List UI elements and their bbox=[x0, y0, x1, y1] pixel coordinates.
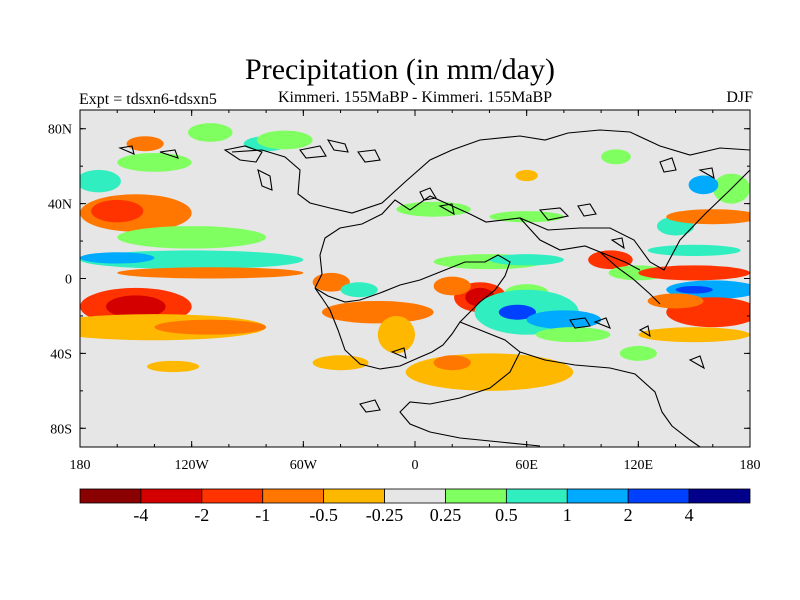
contour-patch bbox=[619, 345, 657, 361]
x-tick-label: 60W bbox=[290, 458, 318, 473]
contour-patch bbox=[340, 282, 378, 298]
contour-patch bbox=[647, 293, 704, 309]
colorbar-swatch bbox=[140, 488, 203, 504]
contour-patch bbox=[405, 353, 574, 391]
colorbar-swatch bbox=[384, 488, 446, 504]
x-tick-label: 180 bbox=[70, 458, 91, 473]
colorbar-label: 0.5 bbox=[495, 505, 518, 525]
colorbar: -4 -2 -1 -0.5 -0.25 0.25 0.5 1 2 4 bbox=[79, 488, 751, 525]
x-tick-label: 60E bbox=[515, 458, 538, 473]
y-tick-label: 80N bbox=[48, 123, 72, 138]
x-tick-label: 120W bbox=[175, 458, 210, 473]
colorbar-label: 1 bbox=[563, 505, 572, 525]
season-label: DJF bbox=[726, 89, 753, 106]
comparison-label: Kimmeri. 155MaBP - Kimmeri. 155MaBP bbox=[277, 89, 553, 106]
contour-patch bbox=[256, 130, 313, 150]
colorbar-label: 0.25 bbox=[430, 505, 462, 525]
y-tick-label: 40S bbox=[50, 347, 72, 362]
contour-patch bbox=[147, 360, 200, 373]
y-tick-label: 40N bbox=[48, 198, 72, 213]
colorbar-swatch bbox=[505, 488, 568, 504]
contour-patch bbox=[377, 315, 415, 354]
contour-patch bbox=[601, 149, 631, 165]
contour-patch bbox=[117, 226, 267, 249]
contour-patch bbox=[187, 123, 233, 142]
contour-patch bbox=[498, 304, 536, 320]
colorbar-label: -4 bbox=[133, 505, 148, 525]
contour-patch bbox=[80, 252, 155, 264]
colorbar-swatch bbox=[688, 488, 751, 504]
colorbar-label: 4 bbox=[685, 505, 694, 525]
contour-patch bbox=[638, 327, 750, 343]
contour-patch bbox=[647, 244, 741, 257]
chart-title: Precipitation (in mm/day) bbox=[245, 53, 555, 86]
contour-patch bbox=[433, 276, 471, 296]
contour-patch bbox=[154, 319, 267, 335]
colorbar-label: -1 bbox=[255, 505, 270, 525]
colorbar-swatch bbox=[445, 488, 507, 504]
colorbar-label: -0.5 bbox=[309, 505, 338, 525]
colorbar-label: -2 bbox=[194, 505, 209, 525]
contour-patch bbox=[117, 267, 304, 279]
x-tick-label: 0 bbox=[412, 458, 419, 473]
colorbar-swatch bbox=[566, 488, 629, 504]
experiment-label: Expt = tdsxn6-tdsxn5 bbox=[79, 91, 217, 108]
x-tick-label: 180 bbox=[740, 458, 761, 473]
colorbar-label: 2 bbox=[624, 505, 633, 525]
contour-patch bbox=[321, 300, 434, 324]
contour-layer bbox=[80, 123, 750, 391]
contour-patch bbox=[588, 250, 633, 270]
contour-patch bbox=[666, 209, 750, 225]
contour-patch bbox=[489, 254, 564, 266]
colorbar-swatch bbox=[262, 488, 325, 504]
contour-patch bbox=[515, 169, 538, 182]
contour-patch bbox=[117, 153, 192, 172]
contour-patch bbox=[688, 175, 719, 195]
contour-patch bbox=[106, 295, 166, 318]
contour-patch bbox=[312, 355, 369, 371]
y-tick-label: 80S bbox=[50, 422, 72, 437]
contour-patch bbox=[526, 310, 602, 330]
contour-patch bbox=[433, 355, 471, 371]
colorbar-swatch bbox=[627, 488, 690, 504]
coastlines bbox=[118, 129, 750, 447]
contour-patch bbox=[91, 199, 144, 223]
contour-patch bbox=[312, 272, 350, 292]
colorbar-label: -0.25 bbox=[366, 505, 404, 525]
contour-patch bbox=[80, 169, 121, 193]
contour-patch bbox=[535, 327, 611, 343]
colorbar-swatch bbox=[79, 488, 142, 504]
colorbar-swatch bbox=[201, 488, 264, 504]
contour-patch bbox=[675, 285, 713, 294]
colorbar-swatch bbox=[323, 488, 385, 504]
contour-patch bbox=[638, 265, 750, 281]
map-axes: 180 120W 60W 0 60E 120E 180 80N 40N 0 40S 80S bbox=[48, 110, 761, 473]
y-tick-label: 0 bbox=[65, 273, 72, 288]
contour-patch bbox=[126, 136, 164, 152]
x-tick-label: 120E bbox=[624, 458, 654, 473]
